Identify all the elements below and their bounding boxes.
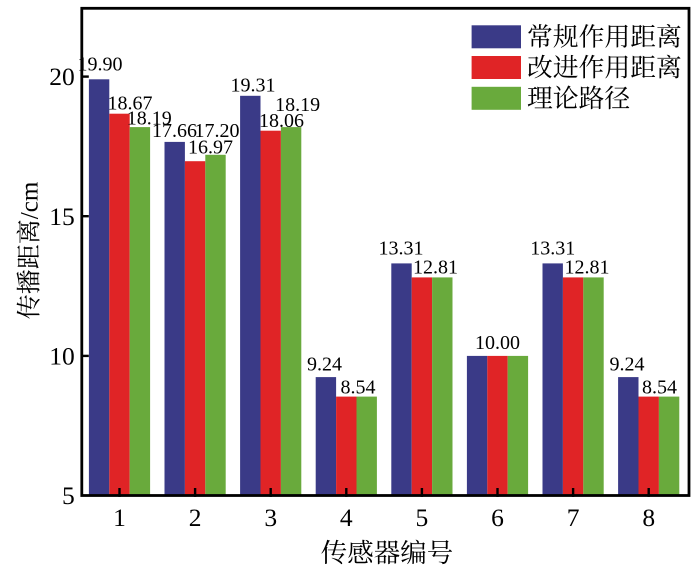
svg-text:18.67: 18.67: [108, 92, 153, 114]
svg-text:8.54: 8.54: [642, 376, 677, 398]
svg-text:7: 7: [567, 503, 580, 532]
svg-text:/cm: /cm: [17, 181, 44, 219]
svg-text:1: 1: [113, 503, 126, 532]
svg-text:12.81: 12.81: [565, 257, 610, 279]
svg-text:16.97: 16.97: [188, 136, 233, 158]
svg-text:10: 10: [49, 342, 75, 371]
svg-text:18.19: 18.19: [275, 94, 320, 116]
svg-text:15: 15: [49, 202, 75, 231]
svg-text:13.31: 13.31: [379, 237, 424, 259]
svg-text:5: 5: [416, 503, 429, 532]
svg-text:13.31: 13.31: [530, 237, 575, 259]
svg-text:5: 5: [62, 481, 75, 510]
svg-text:18.19: 18.19: [127, 107, 172, 129]
svg-text:2: 2: [189, 503, 202, 532]
svg-text:6: 6: [491, 503, 504, 532]
svg-text:3: 3: [264, 503, 277, 532]
svg-text:8.54: 8.54: [341, 376, 376, 398]
svg-text:9.24: 9.24: [610, 353, 645, 375]
svg-text:12.81: 12.81: [413, 257, 458, 279]
svg-text:17.20: 17.20: [195, 120, 240, 142]
svg-text:20: 20: [49, 62, 75, 91]
svg-text:9.24: 9.24: [307, 353, 342, 375]
svg-text:19.90: 19.90: [78, 54, 123, 76]
svg-text:17.66: 17.66: [152, 120, 197, 142]
svg-text:18.06: 18.06: [259, 110, 304, 132]
svg-text:19.31: 19.31: [231, 75, 276, 97]
svg-text:10.00: 10.00: [475, 332, 520, 354]
svg-text:8: 8: [642, 503, 655, 532]
svg-text:4: 4: [340, 503, 353, 532]
